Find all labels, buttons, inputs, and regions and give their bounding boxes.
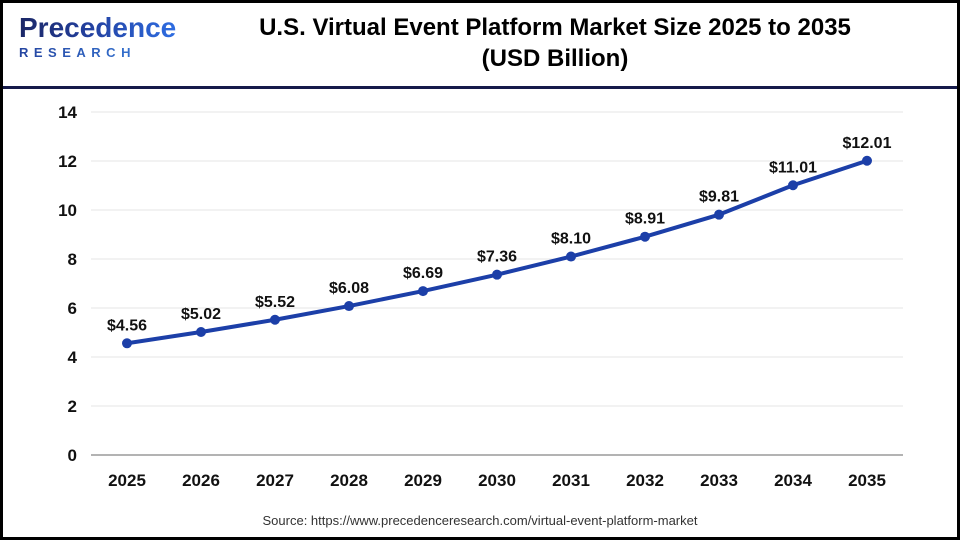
data-point-label: $8.10 xyxy=(551,231,591,248)
data-point xyxy=(270,314,280,325)
y-tick-label: 0 xyxy=(68,446,77,465)
source-text: Source: https://www.precedenceresearch.c… xyxy=(262,513,698,528)
data-point xyxy=(788,180,798,191)
chart-title-line1: U.S. Virtual Event Platform Market Size … xyxy=(259,14,851,41)
y-tick-label: 14 xyxy=(58,103,77,122)
x-tick-label: 2027 xyxy=(256,471,294,490)
data-point-label: $5.02 xyxy=(181,306,221,323)
line-chart: 0 2 4 6 8 10 12 14 $4.56 2025 $5.02 2026 $5.52 2027 $6… xyxy=(58,103,903,490)
y-tick-label: 6 xyxy=(68,299,77,318)
header: Precedence RESEARCH U.S. Virtual Event P… xyxy=(3,3,957,89)
x-tick-label: 2028 xyxy=(330,471,368,490)
chart-plot-area: 0 2 4 6 8 10 12 14 $4.56 2025 $5.02 2026 $5.52 2027 $6… xyxy=(3,89,957,499)
data-point xyxy=(492,269,502,280)
chart-title: U.S. Virtual Event Platform Market Size … xyxy=(153,3,957,74)
y-tick-label: 10 xyxy=(58,201,77,220)
data-point-label: $8.91 xyxy=(625,211,665,228)
x-tick-label: 2032 xyxy=(626,471,664,490)
y-tick-label: 8 xyxy=(68,250,77,269)
logo-sub-text: RESEARCH xyxy=(19,46,176,59)
data-point xyxy=(862,155,872,166)
logo-brand-text: Precedence xyxy=(19,12,177,43)
data-point-label: $12.01 xyxy=(843,135,892,152)
y-tick-label: 2 xyxy=(68,397,77,416)
x-tick-label: 2033 xyxy=(700,471,738,490)
x-tick-label: 2031 xyxy=(552,471,590,490)
data-point xyxy=(122,338,132,349)
data-point-label: $9.81 xyxy=(699,189,739,206)
data-point xyxy=(566,251,576,262)
y-tick-label: 4 xyxy=(68,348,78,367)
data-point xyxy=(418,286,428,297)
data-point-label: $6.08 xyxy=(329,280,369,297)
data-point xyxy=(714,209,724,220)
data-point xyxy=(344,301,354,312)
data-point xyxy=(196,327,206,338)
x-tick-label: 2034 xyxy=(774,471,812,490)
data-point xyxy=(640,231,650,242)
data-point-label: $7.36 xyxy=(477,249,517,266)
x-tick-label: 2029 xyxy=(404,471,442,490)
precedence-logo: Precedence RESEARCH xyxy=(19,12,177,60)
y-tick-label: 12 xyxy=(58,152,77,171)
x-tick-label: 2035 xyxy=(848,471,886,490)
x-tick-label: 2026 xyxy=(182,471,220,490)
data-point-label: $11.01 xyxy=(769,159,817,176)
x-tick-label: 2025 xyxy=(108,471,146,490)
data-point-label: $4.56 xyxy=(107,317,147,334)
chart-title-line2: (USD Billion) xyxy=(481,45,629,72)
data-point-label: $5.52 xyxy=(255,294,295,311)
data-point-label: $6.69 xyxy=(403,265,443,282)
x-tick-label: 2030 xyxy=(478,471,516,490)
